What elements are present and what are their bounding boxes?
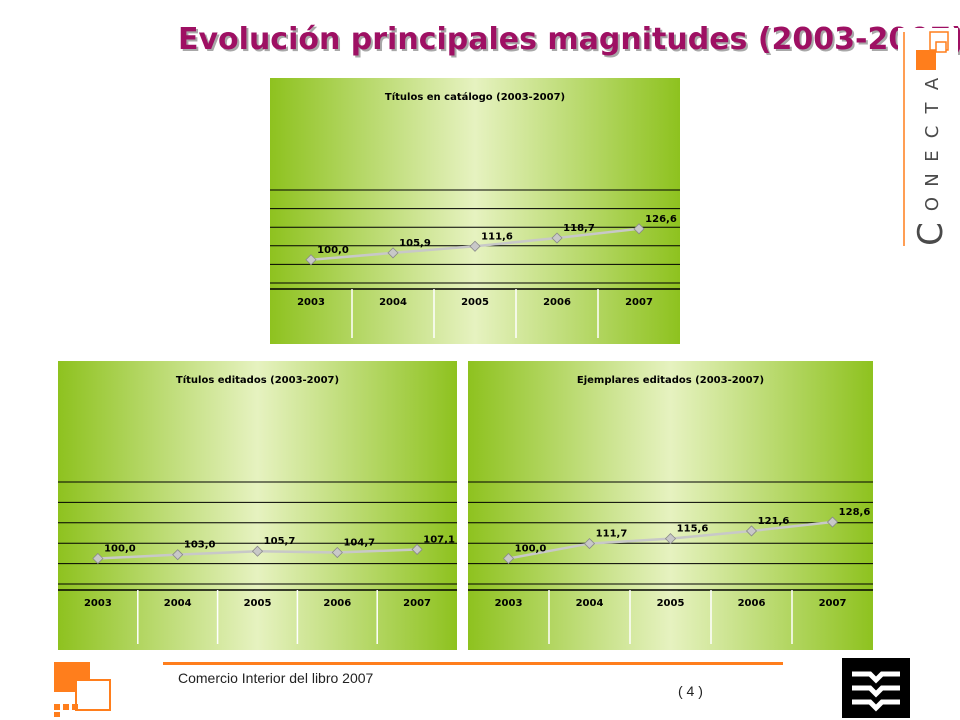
brand-letter: A xyxy=(922,77,943,90)
x-tick-label: 2003 xyxy=(84,598,112,609)
chart-svg: Ejemplares editados (2003-2007) 2003 2004 2… xyxy=(468,361,873,650)
brand-letter: T xyxy=(922,102,943,115)
data-label: 105,9 xyxy=(399,238,431,249)
data-point xyxy=(826,516,839,528)
footer-square-logo xyxy=(54,662,111,717)
chart-title: Títulos editados (2003-2007) xyxy=(176,374,339,386)
x-tick-label: 2006 xyxy=(738,598,766,609)
chart-ejemplares-editados: Ejemplares editados (2003-2007) 2003 2004 2… xyxy=(468,361,873,650)
data-label: 118,7 xyxy=(563,223,595,234)
chart-title: Títulos en catálogo (2003-2007) xyxy=(385,91,565,103)
data-point xyxy=(664,533,677,545)
chart-title: Ejemplares editados (2003-2007) xyxy=(577,375,764,386)
brand-letter: C xyxy=(911,222,951,246)
data-label: 111,7 xyxy=(596,529,628,540)
data-label: 121,6 xyxy=(758,516,790,527)
data-point xyxy=(172,549,184,561)
chart-background xyxy=(58,361,457,650)
data-point xyxy=(387,247,399,259)
data-point xyxy=(633,223,645,235)
data-label: 126,6 xyxy=(645,214,677,225)
data-point xyxy=(411,543,423,556)
x-tick-label: 2006 xyxy=(543,297,571,308)
chart-background xyxy=(270,78,680,344)
publisher-logo xyxy=(842,658,910,718)
data-point xyxy=(305,254,317,266)
data-point xyxy=(331,546,343,559)
chart-svg: Títulos en catálogo (2003-2007) 2003 2004 2… xyxy=(270,78,680,344)
x-tick-label: 2003 xyxy=(495,598,523,609)
x-tick-label: 2004 xyxy=(576,598,604,609)
data-label: 100,0 xyxy=(515,544,547,555)
x-tick-label: 2007 xyxy=(819,598,847,609)
footer-text: Comercio Interior del libro 2007 xyxy=(178,670,374,686)
data-label: 107,1 xyxy=(423,534,455,545)
data-point xyxy=(502,552,515,565)
data-point xyxy=(469,240,481,252)
data-point xyxy=(251,545,264,557)
page-number: ( 4 ) xyxy=(678,683,703,699)
data-label: 128,6 xyxy=(839,507,871,518)
data-label: 111,6 xyxy=(481,231,513,242)
chart-svg: Títulos editados (2003-2007) 2003 2004 2005… xyxy=(58,361,457,650)
x-tick-label: 2007 xyxy=(625,297,653,308)
data-point xyxy=(551,232,563,244)
page-title: Evolución principales magnitudes (2003-2… xyxy=(178,22,960,57)
x-tick-label: 2007 xyxy=(403,598,431,609)
data-label: 103,0 xyxy=(184,540,216,551)
data-point xyxy=(745,525,758,537)
data-label: 100,0 xyxy=(104,544,136,555)
data-label: 100,0 xyxy=(317,245,349,256)
data-label: 115,6 xyxy=(677,524,709,535)
brand-letter: E xyxy=(922,150,943,161)
x-tick-label: 2005 xyxy=(657,598,685,609)
chart-background xyxy=(468,361,873,650)
chart-titulos-editados: Títulos editados (2003-2007) 2003 2004 2005… xyxy=(58,361,457,650)
data-label: 104,7 xyxy=(343,538,375,549)
x-tick-label: 2003 xyxy=(297,297,325,308)
data-point xyxy=(92,552,104,565)
x-tick-label: 2005 xyxy=(461,297,489,308)
brand-letter: O xyxy=(922,197,943,211)
x-tick-label: 2006 xyxy=(323,598,351,609)
chart-titulos-catalogo: Títulos en catálogo (2003-2007) 2003 2004 2… xyxy=(270,78,680,344)
brand-letter: N xyxy=(922,173,943,186)
x-tick-label: 2004 xyxy=(379,297,407,308)
x-tick-label: 2004 xyxy=(164,598,192,609)
x-tick-label: 2005 xyxy=(244,598,272,609)
brand-letter: C xyxy=(922,126,943,139)
data-label: 105,7 xyxy=(264,536,296,547)
data-point xyxy=(583,538,596,550)
footer-divider xyxy=(163,662,783,665)
